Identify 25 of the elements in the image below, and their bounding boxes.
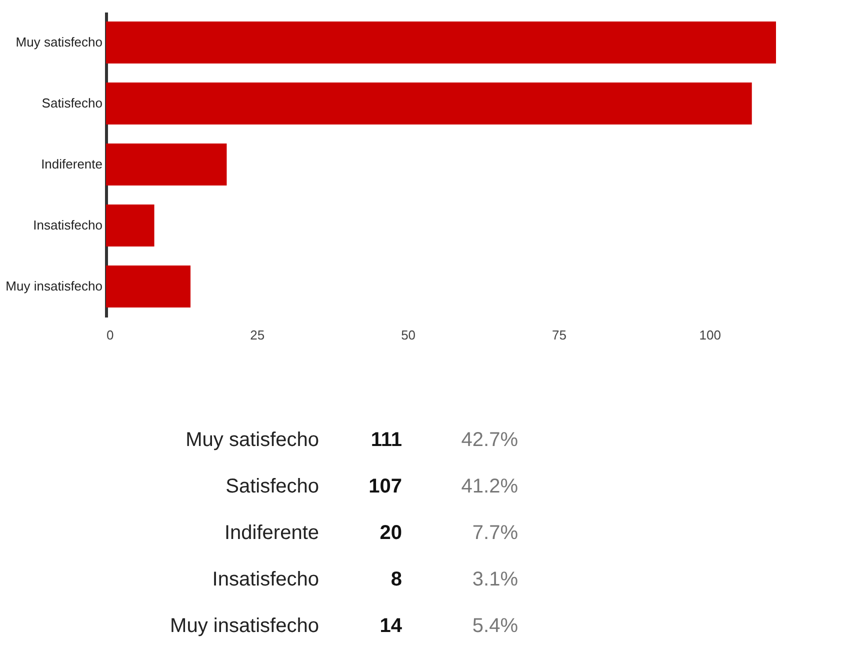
category-label: Indiferente xyxy=(224,522,319,544)
text: 111 xyxy=(370,429,402,452)
y-tick-label: Indiferente xyxy=(41,156,102,172)
category-label: Satisfecho xyxy=(226,476,319,498)
text: 14 xyxy=(380,614,403,637)
text: 5.4% xyxy=(472,614,518,637)
x-tick-label: 25 xyxy=(250,328,265,342)
text: 20 xyxy=(380,522,402,544)
text: 3.1% xyxy=(472,568,518,590)
y-tick-label: Satisfecho xyxy=(42,96,102,110)
x-tick-label: 75 xyxy=(552,328,566,342)
y-tick-label: Muy satisfecho xyxy=(16,34,102,50)
text: 42.7% xyxy=(461,429,518,452)
text: 107 xyxy=(368,476,402,498)
category-label: Insatisfecho xyxy=(212,568,319,590)
x-tick-label: 50 xyxy=(401,328,416,342)
x-tick-label: 0 xyxy=(106,328,114,342)
text: 41.2% xyxy=(461,476,518,498)
text: 7.7% xyxy=(472,522,518,544)
y-tick-label: Muy insatisfecho xyxy=(6,278,102,294)
text: 8 xyxy=(390,568,402,590)
category-label: Muy satisfecho xyxy=(186,429,319,452)
category-label: Muy insatisfecho xyxy=(170,614,319,637)
y-tick-label: Insatisfecho xyxy=(33,218,102,232)
x-tick-label: 100 xyxy=(699,328,721,342)
